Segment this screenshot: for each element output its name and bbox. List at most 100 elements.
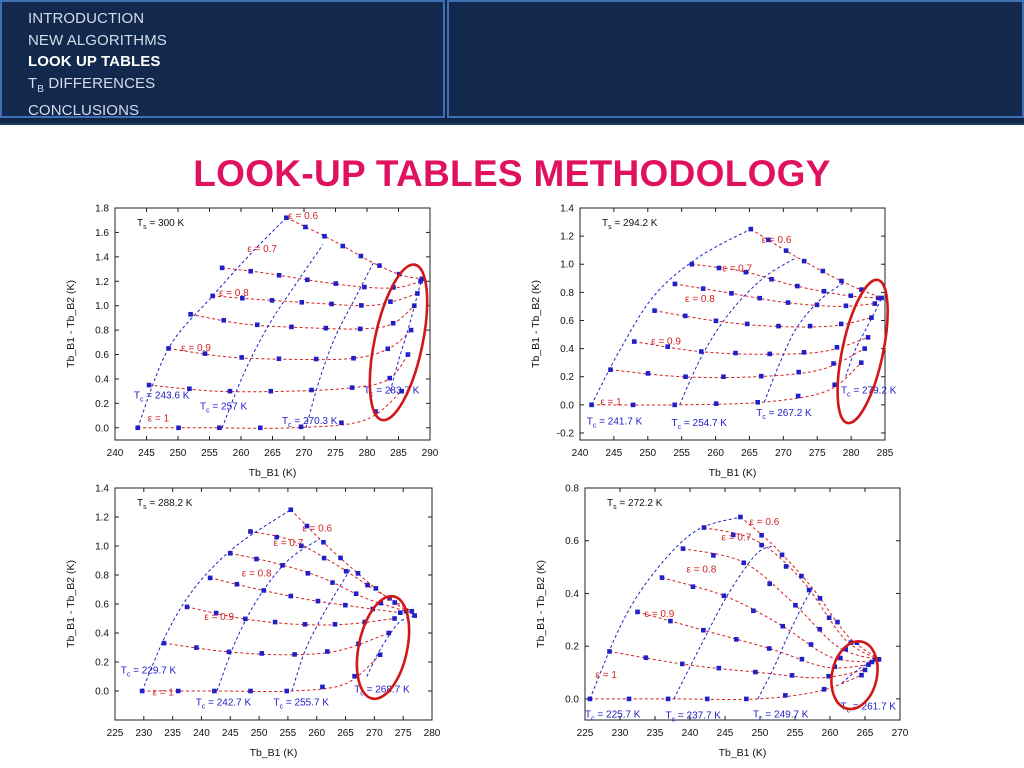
data-point — [751, 608, 756, 614]
data-point — [672, 402, 677, 408]
data-point — [217, 425, 222, 431]
data-point — [862, 346, 867, 351]
x-tick-label: 245 — [138, 448, 155, 459]
y-tick-label: 1.4 — [95, 484, 109, 495]
data-point — [758, 373, 764, 379]
data-point — [589, 402, 594, 408]
data-point — [387, 375, 393, 381]
nav-item-introduction[interactable]: INTRODUCTION — [28, 10, 145, 27]
nav-item-conclusions[interactable]: CONCLUSIONS — [28, 102, 140, 119]
data-point — [643, 655, 649, 660]
x-tick-label: 235 — [647, 728, 664, 739]
data-point — [386, 630, 392, 636]
data-point — [254, 556, 259, 562]
x-tick-label: 240 — [107, 448, 124, 459]
data-point — [212, 688, 217, 694]
data-point — [780, 623, 786, 629]
x-tick-label: 230 — [612, 728, 629, 739]
nav-panel: INTRODUCTION NEW ALGORITHMS LOOK UP TABL… — [0, 0, 445, 119]
data-point — [146, 382, 152, 388]
y-tick-label: 1.2 — [95, 513, 109, 524]
nav-item-new-algorithms[interactable]: NEW ALGORITHMS — [28, 31, 167, 49]
data-point — [175, 688, 181, 694]
x-tick-label: 280 — [843, 448, 860, 459]
data-point — [839, 278, 844, 284]
tc-curve — [841, 658, 880, 684]
data-point — [744, 696, 749, 702]
data-point — [324, 649, 330, 654]
data-point — [418, 278, 423, 284]
x-tick-label: 235 — [164, 728, 181, 739]
tc-label: Tc = 257 K — [200, 401, 247, 414]
x-tick-label: 275 — [327, 448, 344, 459]
data-point — [321, 539, 326, 545]
emissivity-label: ε = 1 — [152, 687, 174, 698]
data-point — [730, 532, 736, 538]
emissivity-label: ε = 0.9 — [204, 612, 234, 623]
data-point — [865, 335, 871, 340]
data-point — [679, 661, 685, 667]
data-point — [239, 355, 244, 360]
plot-frame — [579, 207, 886, 441]
y-axis-label: Tb_B1 - Tb_B2 (K) — [535, 560, 547, 648]
data-point — [299, 543, 304, 549]
data-point — [135, 425, 140, 431]
data-point — [665, 344, 671, 349]
data-point — [248, 268, 253, 274]
data-point — [858, 360, 864, 365]
tc-label: Tc = 225.7 K — [585, 709, 641, 722]
data-point — [672, 281, 678, 287]
y-tick-label: 0.4 — [95, 629, 109, 640]
tc-curve — [679, 256, 798, 406]
x-tick-label: 265 — [337, 728, 354, 739]
data-point — [744, 321, 750, 327]
data-point — [668, 618, 673, 624]
data-point — [373, 586, 379, 591]
x-tick-label: 255 — [201, 448, 218, 459]
data-point — [322, 233, 327, 239]
data-point — [234, 581, 240, 587]
nav-item-tb-differences[interactable]: TB DIFFERENCES — [28, 74, 156, 95]
emissivity-curve — [609, 650, 866, 679]
x-tick-label: 270 — [892, 728, 909, 739]
emissivity-curve — [750, 228, 882, 299]
data-point — [866, 662, 871, 667]
data-point — [807, 323, 813, 329]
data-point — [766, 646, 772, 651]
y-tick-label: 0.0 — [95, 423, 109, 434]
data-point — [759, 533, 764, 538]
data-point — [876, 657, 882, 662]
y-tick-label: 0.8 — [560, 288, 574, 299]
emissivity-curve — [703, 527, 878, 660]
data-point — [408, 327, 414, 333]
emissivity-label: ε = 1 — [148, 414, 170, 425]
x-tick-label: 255 — [673, 448, 690, 459]
emissivity-curve — [691, 263, 879, 299]
x-tick-label: 275 — [809, 448, 826, 459]
x-tick-label: 265 — [741, 448, 758, 459]
data-point — [759, 542, 764, 548]
data-point — [808, 642, 814, 647]
y-tick-label: 0.8 — [565, 484, 579, 495]
data-point — [793, 602, 798, 608]
data-point — [738, 514, 743, 520]
tc-curve — [137, 217, 287, 428]
x-tick-label: 225 — [107, 728, 124, 739]
chart-ts-288: 225 230 235 240 245 250 255 260 265 270 275 280 0.0 0… — [65, 484, 441, 760]
y-tick-label: 0.0 — [95, 687, 109, 698]
tc-label: Tc = 241.7 K — [587, 417, 643, 430]
data-point — [766, 237, 771, 243]
tc-label: Tc = 267.2 K — [756, 408, 812, 421]
y-tick-label: 1.0 — [95, 542, 109, 553]
tc-curve — [845, 297, 883, 377]
data-point — [398, 610, 403, 615]
data-point — [304, 523, 310, 529]
data-point — [357, 326, 363, 332]
data-point — [665, 696, 671, 702]
data-point — [859, 287, 864, 292]
data-point — [202, 351, 208, 356]
header-right-panel — [447, 0, 1024, 118]
nav-item-look-up-tables[interactable]: LOOK UP TABLES — [28, 53, 161, 70]
data-point — [862, 667, 868, 673]
tc-curve — [591, 228, 752, 406]
